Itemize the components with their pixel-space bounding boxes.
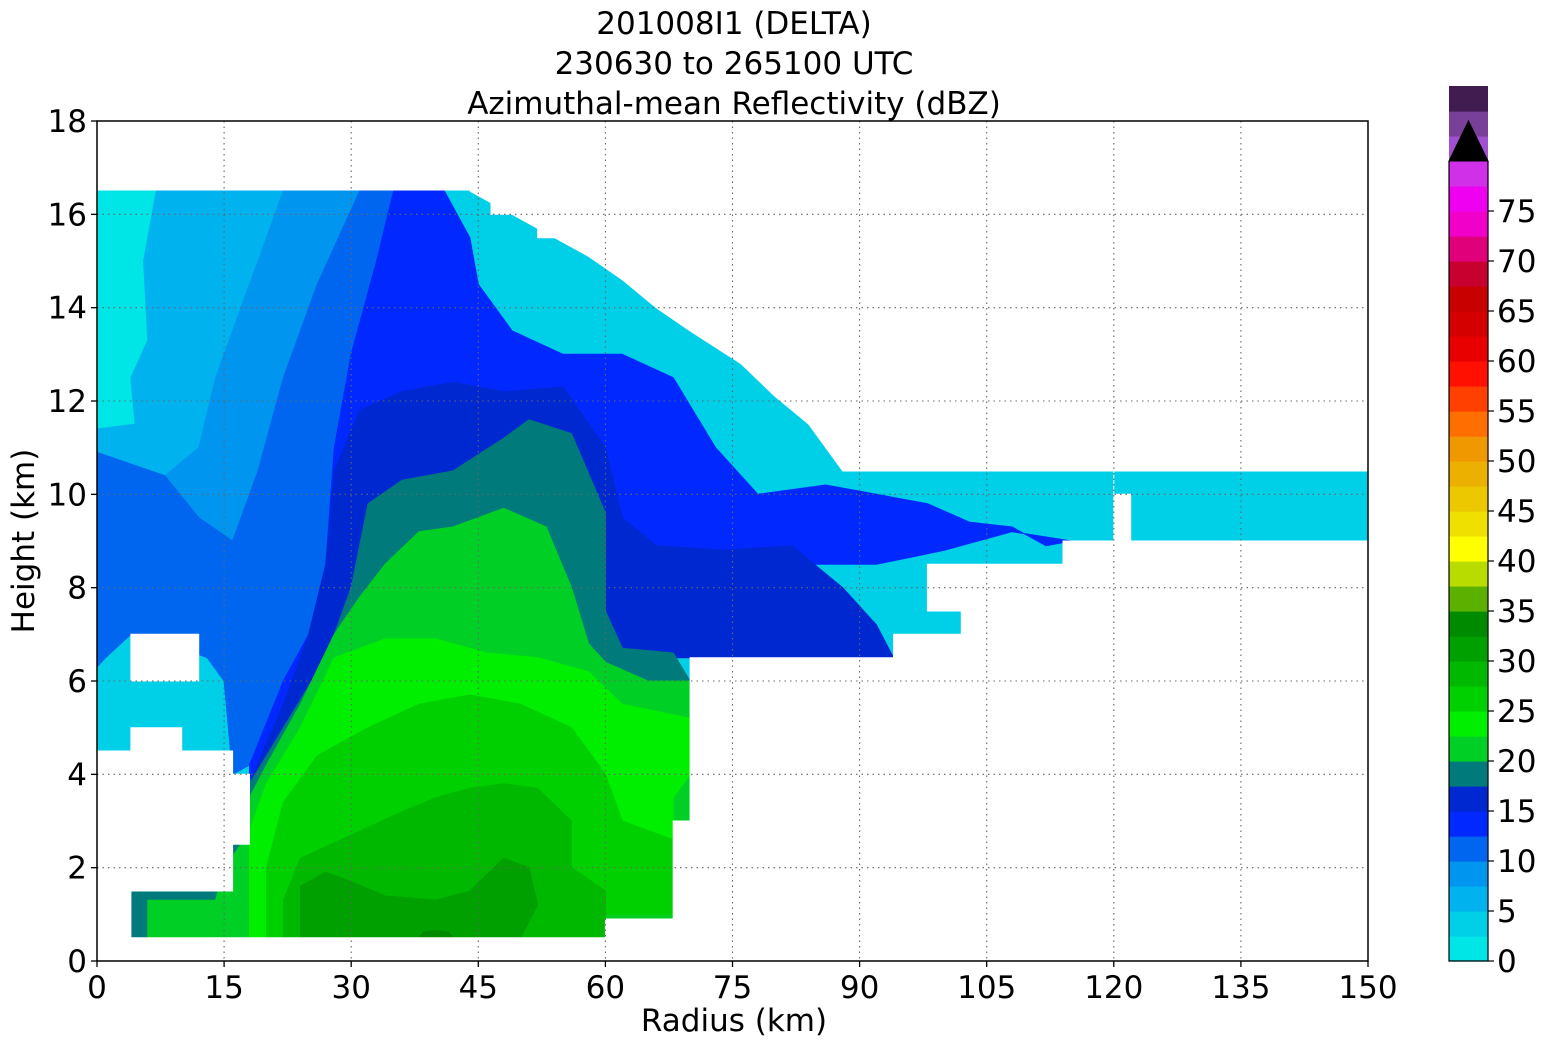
colorbar-bin [1449, 761, 1488, 787]
x-axis-ticks: 0 15 30 45 60 75 90 105 120 135 150 [87, 961, 1398, 1006]
x-tick-label: 30 [331, 970, 370, 1006]
y-tick-label: 6 [67, 664, 87, 700]
no-data-area [97, 727, 606, 961]
y-tick-label: 18 [48, 104, 87, 140]
colorbar-tick-label: 35 [1497, 594, 1536, 630]
colorbar-bin [1449, 911, 1488, 937]
no-data-area [130, 633, 200, 682]
colorbar: 0 5 10 15 20 25 30 35 40 45 50 55 60 65 70 75 [1448, 86, 1536, 980]
colorbar-bin [1449, 511, 1488, 537]
colorbar-bin [1449, 661, 1488, 687]
colorbar-tick-label: 50 [1497, 444, 1536, 480]
colorbar-bin [1449, 361, 1488, 387]
colorbar-tick-label: 45 [1497, 494, 1536, 530]
grid-lines [97, 121, 1368, 961]
x-tick-label: 15 [204, 970, 243, 1006]
colorbar-bin [1449, 861, 1488, 887]
x-tick-label: 120 [1084, 970, 1143, 1006]
colorbar-bin [1449, 311, 1488, 337]
colorbar-bin [1449, 236, 1488, 262]
colorbar-tick-label: 65 [1497, 294, 1536, 330]
colorbar-tick-label: 70 [1497, 244, 1536, 280]
colorbar-bin [1449, 561, 1488, 587]
colorbar-bin [1449, 786, 1488, 812]
colorbar-bin [1449, 286, 1488, 312]
colorbar-tick-label: 25 [1497, 694, 1536, 730]
colorbar-bin [1449, 436, 1488, 462]
colorbar-bin [1449, 461, 1488, 487]
colorbar-bin [1449, 536, 1488, 562]
x-tick-label: 105 [957, 970, 1016, 1006]
y-axis-label: Height (km) [6, 449, 42, 634]
colorbar-bin [1449, 936, 1488, 962]
no-data-area [689, 540, 1368, 961]
contour-region-30dbz [299, 857, 539, 939]
colorbar-tick-label: 10 [1497, 844, 1536, 880]
no-data-area [672, 773, 708, 961]
y-tick-label: 16 [48, 197, 87, 233]
x-tick-label: 75 [713, 970, 752, 1006]
chart-title-line-3: Azimuthal-mean Reflectivity (dBZ) [467, 86, 1001, 122]
colorbar-bin [1449, 711, 1488, 737]
colorbar-bin [1449, 811, 1488, 837]
chart-title-line-1: 201008I1 (DELTA) [596, 6, 871, 42]
colorbar-tick-label: 75 [1497, 194, 1536, 230]
colorbar-tick-label: 5 [1497, 894, 1517, 930]
colorbar-bin [1449, 386, 1488, 412]
colorbar-bin [1449, 736, 1488, 762]
colorbar-bin [1449, 486, 1488, 512]
colorbar-bin [1449, 611, 1488, 637]
colorbar-tick-label: 30 [1497, 644, 1536, 680]
x-tick-label: 135 [1211, 970, 1270, 1006]
x-tick-label: 90 [840, 970, 879, 1006]
colorbar-bin [1449, 411, 1488, 437]
colorbar-tick-label: 55 [1497, 394, 1536, 430]
y-tick-label: 4 [67, 757, 87, 793]
y-tick-label: 14 [48, 291, 87, 327]
colorbar-bin [1449, 686, 1488, 712]
colorbar-tick-label: 20 [1497, 744, 1536, 780]
colorbar-tick-label: 15 [1497, 794, 1536, 830]
y-tick-label: 2 [67, 851, 87, 887]
y-tick-label: 12 [48, 384, 87, 420]
colorbar-bin [1449, 886, 1488, 912]
colorbar-bin [1449, 261, 1488, 287]
colorbar-bin [1449, 86, 1488, 112]
colorbar-tick-label: 40 [1497, 544, 1536, 580]
no-data-area [604, 918, 674, 961]
y-tick-label: 10 [48, 477, 87, 513]
colorbar-tick-label: 0 [1497, 944, 1517, 980]
x-tick-label: 45 [459, 970, 498, 1006]
colorbar-extend-max-arrow [1448, 119, 1489, 162]
x-tick-label: 60 [586, 970, 625, 1006]
x-tick-label: 150 [1338, 970, 1397, 1006]
colorbar-bin [1449, 836, 1488, 862]
colorbar-bin [1449, 636, 1488, 662]
y-tick-label: 0 [67, 944, 87, 980]
colorbar-tick-label: 60 [1497, 344, 1536, 380]
colorbar-bin [1449, 211, 1488, 237]
y-axis-ticks: 0 2 4 6 8 10 12 14 16 18 [48, 104, 97, 980]
colorbar-bin [1449, 161, 1488, 187]
x-tick-label: 0 [87, 970, 107, 1006]
colorbar-bin [1449, 586, 1488, 612]
y-tick-label: 8 [67, 571, 87, 607]
x-axis-label: Radius (km) [641, 1003, 827, 1039]
colorbar-bin [1449, 336, 1488, 362]
chart-title-line-2: 230630 to 265100 UTC [555, 46, 914, 82]
colorbar-bin [1449, 186, 1488, 212]
